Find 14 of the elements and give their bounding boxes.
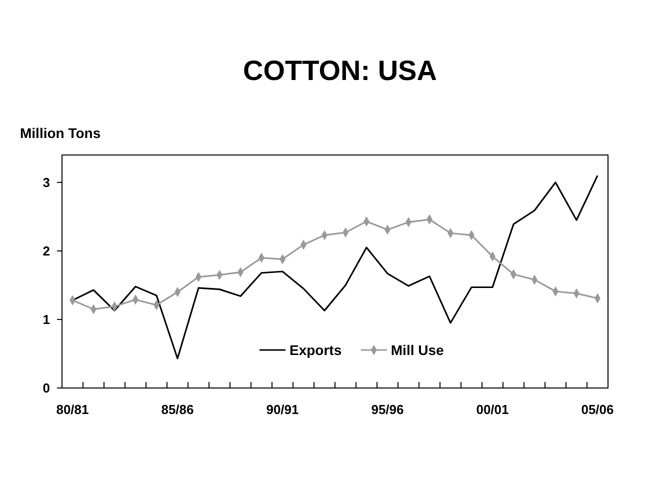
x-tick-label: 05/06 [581, 402, 614, 417]
y-tick-label: 0 [42, 380, 50, 396]
legend-label: Exports [290, 342, 342, 358]
x-tick-label: 90/91 [266, 402, 299, 417]
y-axis-title: Million Tons [20, 125, 101, 141]
legend-label: Mill Use [390, 342, 444, 358]
y-tick-label: 3 [42, 174, 50, 190]
y-tick-label: 2 [42, 243, 50, 258]
x-tick-label: 00/01 [476, 402, 509, 417]
x-tick-label: 85/86 [161, 402, 194, 417]
x-tick-label: 80/81 [56, 402, 89, 417]
chart-title: COTTON: USA [243, 55, 437, 86]
x-tick-label: 95/96 [371, 402, 404, 417]
y-tick-label: 1 [42, 312, 50, 328]
